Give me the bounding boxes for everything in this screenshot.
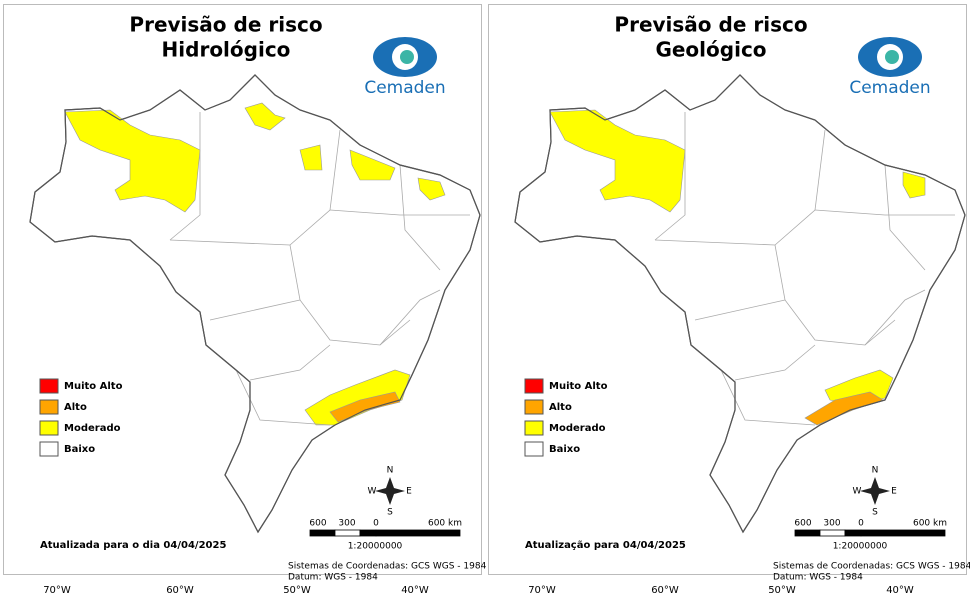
compass-label: W (368, 487, 377, 497)
scale-bar (335, 530, 360, 536)
title: Geológico (655, 38, 766, 62)
logo-text: Cemaden (849, 78, 930, 98)
legend-label: Baixo (64, 444, 95, 455)
longitude-label: 70°W (43, 585, 71, 596)
longitude-label: 50°W (768, 585, 796, 596)
scale-label: 0 (373, 519, 379, 529)
scale-label: 600 (794, 519, 811, 529)
compass-label: N (387, 466, 394, 476)
legend-swatch (40, 400, 58, 414)
legend-label: Baixo (549, 444, 580, 455)
compass-label: S (872, 508, 878, 518)
logo-pupil (400, 50, 414, 64)
legend-swatch (525, 400, 543, 414)
legend-swatch (525, 379, 543, 393)
legend-label: Alto (549, 402, 572, 413)
scale-bar (795, 530, 820, 536)
scale-bar (376, 530, 460, 536)
datum: Datum: WGS - 1984 (773, 573, 863, 583)
scale-bar (845, 530, 861, 536)
title: Hidrológico (162, 38, 291, 62)
scale-label: 600 km (428, 519, 462, 529)
legend-swatch (40, 379, 58, 393)
scale-bar (861, 530, 945, 536)
longitude-label: 60°W (651, 585, 679, 596)
longitude-label: 60°W (166, 585, 194, 596)
update-date: Atualizada para o dia 04/04/2025 (40, 540, 226, 551)
compass-rose (375, 477, 405, 505)
scale-label: 600 km (913, 519, 947, 529)
scale-label: 300 (338, 519, 355, 529)
compass-label: S (387, 508, 393, 518)
legend-swatch (40, 421, 58, 435)
longitude-label: 40°W (401, 585, 429, 596)
compass-rose (860, 477, 890, 505)
legend-swatch (40, 442, 58, 456)
legend-swatch (525, 421, 543, 435)
logo-text: Cemaden (364, 78, 445, 98)
coordinate-system: Sistemas de Coordenadas: GCS WGS - 1984 (773, 562, 970, 572)
scale-ratio: 1:20000000 (348, 542, 403, 552)
compass-label: E (891, 487, 897, 497)
title: Previsão de risco (129, 13, 322, 37)
legend-label: Moderado (64, 423, 121, 434)
logo-pupil (885, 50, 899, 64)
legend-swatch (525, 442, 543, 456)
update-date: Atualização para 04/04/2025 (525, 540, 686, 551)
coordinate-system: Sistemas de Coordenadas: GCS WGS - 1984 (288, 562, 487, 572)
scale-label: 600 (309, 519, 326, 529)
legend-label: Muito Alto (549, 381, 608, 392)
datum: Datum: WGS - 1984 (288, 573, 378, 583)
legend-label: Moderado (549, 423, 606, 434)
legend-label: Alto (64, 402, 87, 413)
compass-label: W (853, 487, 862, 497)
compass-label: E (406, 487, 412, 497)
scale-label: 300 (823, 519, 840, 529)
scale-bar (820, 530, 845, 536)
legend-label: Muito Alto (64, 381, 123, 392)
longitude-label: 50°W (283, 585, 311, 596)
scale-bar (360, 530, 376, 536)
scale-ratio: 1:20000000 (833, 542, 888, 552)
title: Previsão de risco (614, 13, 807, 37)
scale-bar (310, 530, 335, 536)
longitude-label: 70°W (528, 585, 556, 596)
scale-label: 0 (858, 519, 864, 529)
longitude-label: 40°W (886, 585, 914, 596)
compass-label: N (872, 466, 879, 476)
